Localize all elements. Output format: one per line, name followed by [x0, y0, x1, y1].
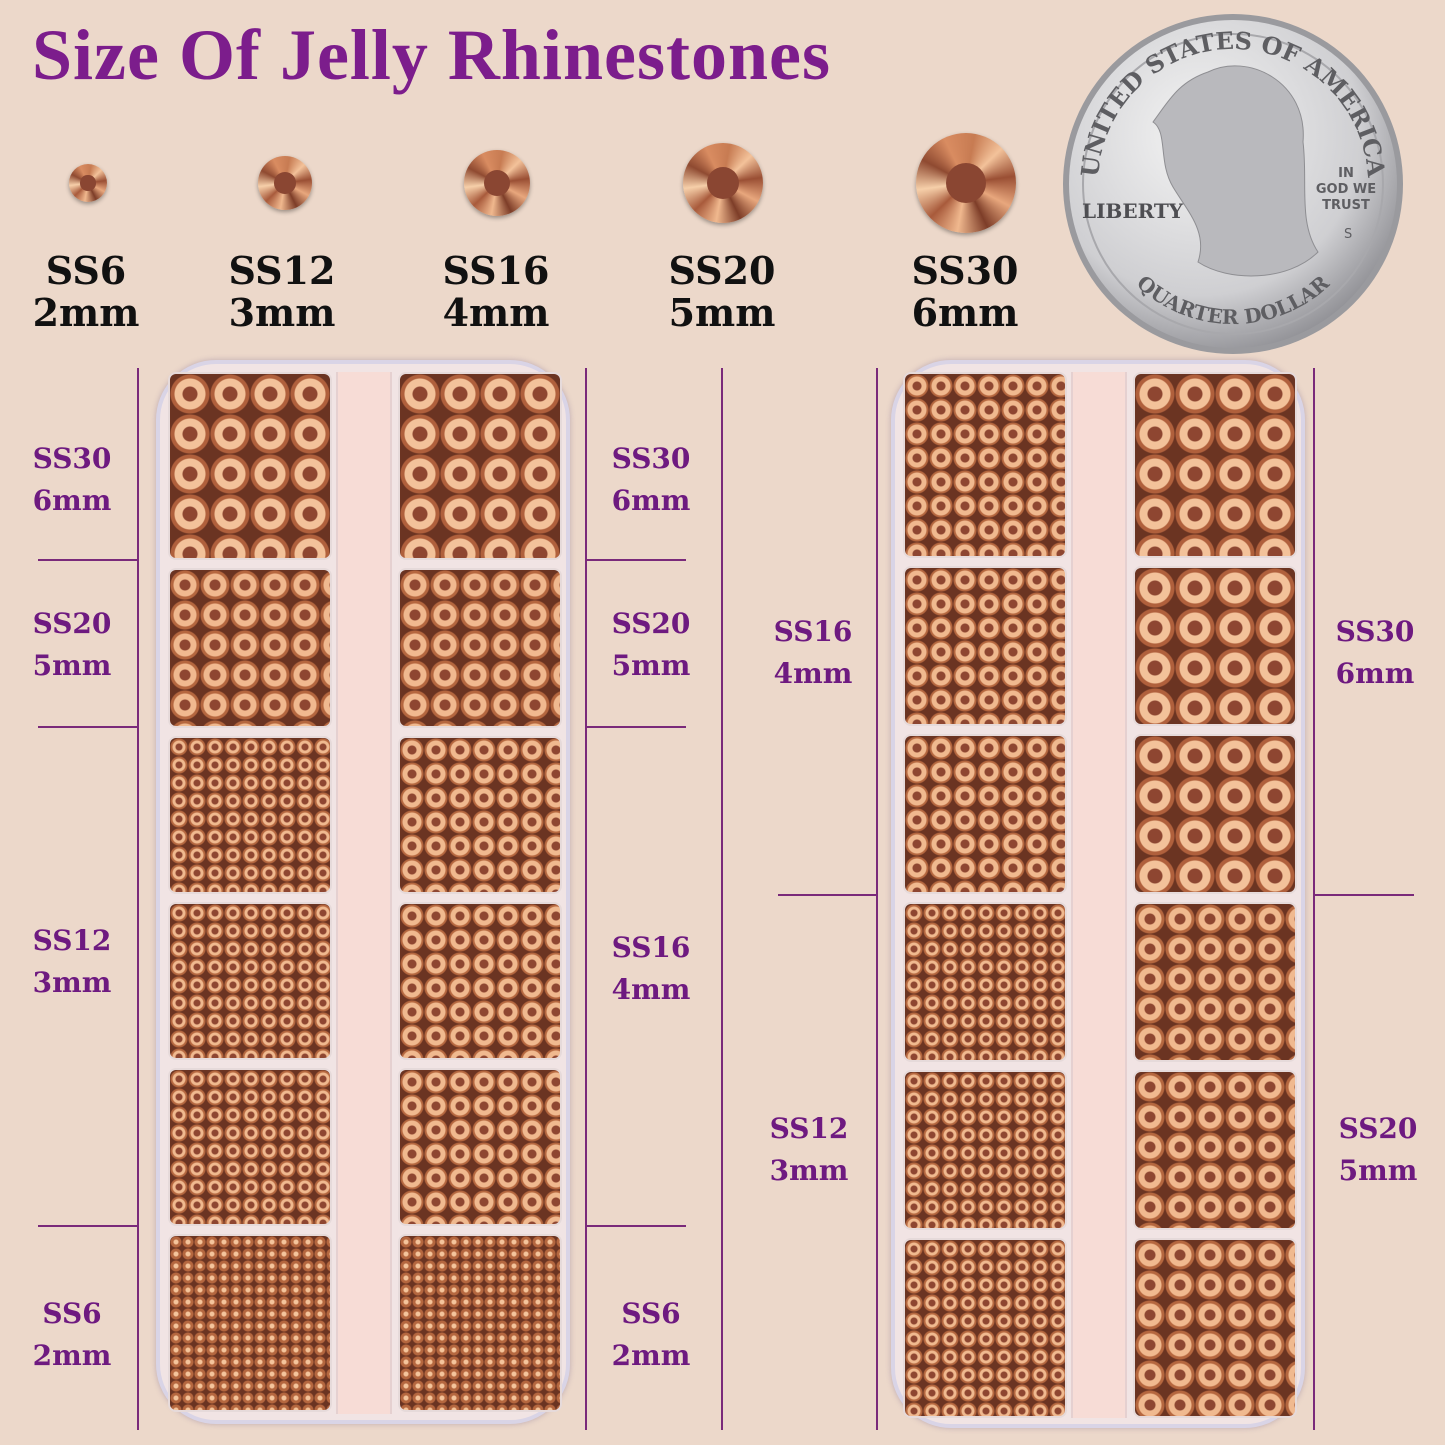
divider-line — [586, 1225, 686, 1227]
compartment-ss12 — [903, 1070, 1067, 1230]
compartment-ss30 — [398, 372, 562, 560]
compartment-ss30 — [168, 372, 332, 560]
label-ss30: SS30 6mm — [611, 442, 691, 517]
divider-line — [38, 726, 138, 728]
stone-ss16 — [464, 150, 530, 216]
compartment-ss20 — [168, 568, 332, 728]
size-label-ss16: SS16 4mm — [442, 248, 550, 335]
size-label-ss20: SS20 5mm — [668, 248, 776, 335]
compartment-ss12 — [903, 1238, 1067, 1418]
stone-ss12 — [258, 156, 312, 210]
compartment-ss20 — [1133, 902, 1297, 1062]
label-ss12: SS12 3mm — [32, 924, 112, 999]
compartment-ss16 — [398, 1068, 562, 1226]
coin-mint-mark: S — [1344, 227, 1352, 242]
coin-motto: TRUST — [1322, 198, 1370, 213]
compartment-ss6 — [168, 1234, 332, 1412]
quarter-coin: UNITED STATES OF AMERICA QUARTER DOLLAR … — [1063, 14, 1403, 354]
divider-line — [876, 368, 878, 1430]
page-title: Size Of Jelly Rhinestones — [32, 15, 831, 95]
divider-line — [585, 368, 587, 1430]
compartment-ss20 — [398, 568, 562, 728]
label-ss20: SS20 5mm — [32, 607, 112, 682]
compartment-ss12 — [903, 902, 1067, 1062]
label-ss30: SS30 6mm — [32, 442, 112, 517]
rhinestone-box-1 — [156, 360, 570, 1424]
label-ss12: SS12 3mm — [769, 1112, 849, 1187]
divider-line — [1313, 368, 1315, 1430]
divider-line — [137, 368, 139, 1430]
compartment-ss20 — [1133, 1070, 1297, 1230]
divider-line — [586, 726, 686, 728]
compartment-ss30 — [1133, 566, 1297, 726]
rhinestone-box-2 — [891, 360, 1305, 1428]
size-label-ss12: SS12 3mm — [228, 248, 336, 335]
label-ss20: SS20 5mm — [611, 607, 691, 682]
stone-ss6 — [69, 164, 107, 202]
compartment-ss16 — [398, 736, 562, 894]
label-ss6: SS6 2mm — [611, 1297, 691, 1372]
coin-liberty: LIBERTY — [1082, 199, 1184, 223]
label-ss20: SS20 5mm — [1338, 1112, 1418, 1187]
compartment-ss12 — [168, 736, 332, 894]
compartment-ss16 — [398, 902, 562, 1060]
coin-motto: GOD WE — [1316, 182, 1376, 197]
divider-line — [1314, 894, 1414, 896]
size-label-ss30: SS30 6mm — [911, 248, 1019, 335]
label-ss16: SS16 4mm — [773, 615, 853, 690]
compartment-ss12 — [168, 1068, 332, 1226]
label-ss6: SS6 2mm — [32, 1297, 112, 1372]
coin-motto: IN — [1338, 166, 1354, 181]
divider-line — [38, 559, 138, 561]
label-ss30: SS30 6mm — [1335, 615, 1415, 690]
compartment-ss6 — [398, 1234, 562, 1412]
label-ss16: SS16 4mm — [611, 931, 691, 1006]
stone-ss30 — [916, 133, 1016, 233]
box-divider — [336, 372, 392, 1414]
compartment-ss16 — [903, 734, 1067, 894]
divider-line — [586, 559, 686, 561]
compartment-ss30 — [1133, 734, 1297, 894]
compartment-ss20 — [1133, 1238, 1297, 1418]
compartment-ss16 — [903, 372, 1067, 558]
size-label-ss6: SS6 2mm — [32, 248, 140, 335]
divider-line — [721, 368, 723, 1430]
divider-line — [38, 1225, 138, 1227]
compartment-ss12 — [168, 902, 332, 1060]
box-divider — [1071, 372, 1127, 1418]
stone-ss20 — [683, 143, 763, 223]
compartment-ss30 — [1133, 372, 1297, 558]
divider-line — [778, 894, 878, 896]
compartment-ss16 — [903, 566, 1067, 726]
